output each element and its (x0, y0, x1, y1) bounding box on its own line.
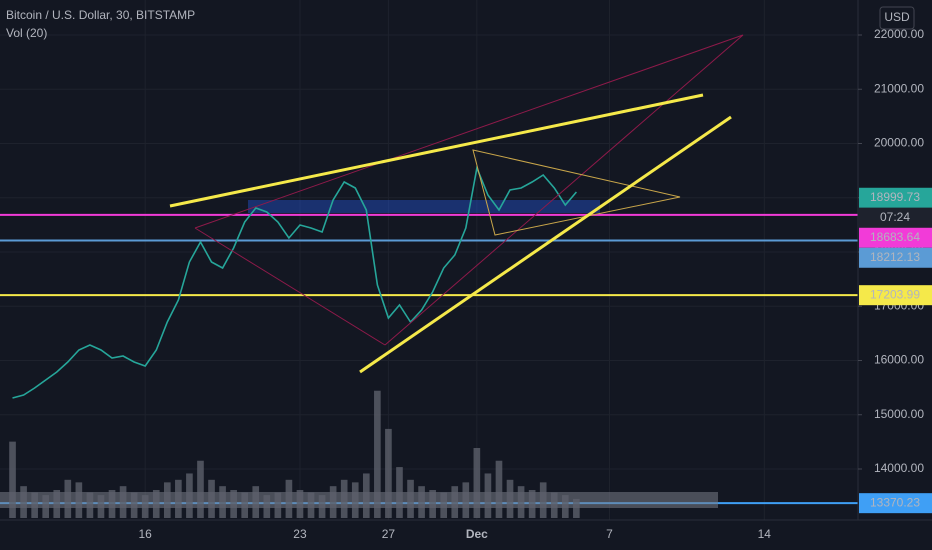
countdown-bg (859, 207, 932, 228)
volume-bar (252, 486, 260, 518)
currency[interactable]: USD (884, 10, 910, 24)
volume-bar (152, 490, 160, 518)
volume-bar (329, 486, 337, 518)
chart-title: Bitcoin / U.S. Dollar, 30, BITSTAMP (6, 8, 195, 22)
volume-bar (197, 460, 204, 518)
volume-bar (75, 482, 83, 518)
y-tick-label: 14000.00 (874, 461, 924, 475)
volume-bar (97, 495, 105, 518)
y-tick-label: 15000.00 (874, 407, 924, 421)
price-label-bg (859, 227, 932, 248)
volume-bar (451, 486, 459, 518)
countdown: 07:24 (880, 210, 910, 224)
grid (0, 0, 858, 520)
x-tick-label: 23 (293, 527, 307, 541)
volume-bar (175, 479, 182, 518)
volume-bar (108, 490, 116, 518)
volume-bar (208, 479, 215, 518)
volume-bar (186, 473, 193, 518)
price-label: 18212.13 (870, 250, 920, 264)
volume-bar (263, 495, 271, 518)
price-label-bg (859, 285, 932, 306)
volume-bar (9, 441, 16, 518)
x-tick-label: 14 (758, 527, 772, 541)
x-tick-label: 16 (139, 527, 153, 541)
price-label: 17203.99 (870, 287, 920, 301)
volume-bar (484, 473, 492, 518)
price-line (12, 165, 578, 399)
volume-bar (130, 492, 138, 518)
volume-bar (561, 495, 569, 518)
volume-bar (506, 479, 514, 518)
trend-line (194, 34, 744, 229)
volume-box (0, 492, 718, 508)
drawings (169, 34, 744, 374)
price-label-bg (859, 247, 932, 268)
price-axis (858, 0, 932, 550)
volume (9, 390, 580, 518)
trend-line (359, 115, 732, 374)
x-tick-label: 27 (382, 527, 396, 541)
chart-subtitle: Vol (20) (6, 26, 47, 40)
volume-bar (462, 482, 470, 518)
trend-line (194, 227, 386, 346)
volume-bar (119, 486, 127, 518)
volume-bar (86, 492, 94, 518)
currency-button[interactable] (879, 6, 915, 30)
y-tick-label: 20000.00 (874, 136, 924, 150)
volume-bar (64, 479, 72, 518)
volume-bar (429, 490, 436, 518)
volume-bar (340, 479, 348, 518)
volume-bar (495, 460, 503, 518)
volume-bar (440, 492, 448, 518)
volume-bar (219, 486, 226, 518)
volume-bar (573, 498, 580, 518)
volume-bar (385, 428, 392, 518)
volume-bar (307, 492, 315, 518)
volume-bar (285, 479, 293, 518)
price-label-bg (859, 493, 932, 514)
trend-line (384, 34, 744, 346)
volume-bar (318, 495, 326, 518)
volume-bar (528, 490, 536, 518)
y-tick-label: 22000.00 (874, 27, 924, 41)
volume-bar (53, 490, 61, 518)
volume-bar (42, 495, 50, 518)
range-box (248, 200, 600, 213)
price-label: 13370.23 (870, 495, 920, 509)
volume-bar (31, 492, 38, 518)
y-tick-label: 16000.00 (874, 353, 924, 367)
price-label: 18999.73 (870, 190, 920, 204)
volume-bar (407, 479, 414, 518)
volume-bar (539, 482, 547, 518)
volume-bar (274, 492, 282, 518)
volume-bar (418, 486, 425, 518)
volume-bar (473, 448, 481, 518)
volume-bar (296, 490, 304, 518)
price-label-bg (859, 187, 932, 208)
volume-bar (163, 482, 171, 518)
volume-bar (241, 492, 249, 518)
price-label: 18683.64 (870, 230, 920, 244)
trend-line (169, 93, 704, 208)
volume-bar (351, 482, 359, 518)
volume-bar (550, 492, 558, 518)
volume-bar (374, 390, 381, 518)
x-tick-label: Dec (466, 527, 488, 541)
x-tick-label: 7 (606, 527, 613, 541)
volume-bar (141, 495, 149, 518)
y-tick-label: 21000.00 (874, 81, 924, 95)
volume-bar (230, 490, 237, 518)
volume-bar (396, 467, 403, 518)
volume-bar (517, 486, 525, 518)
price (12, 165, 578, 399)
volume-bar (20, 486, 27, 518)
volume-bar (362, 473, 370, 518)
